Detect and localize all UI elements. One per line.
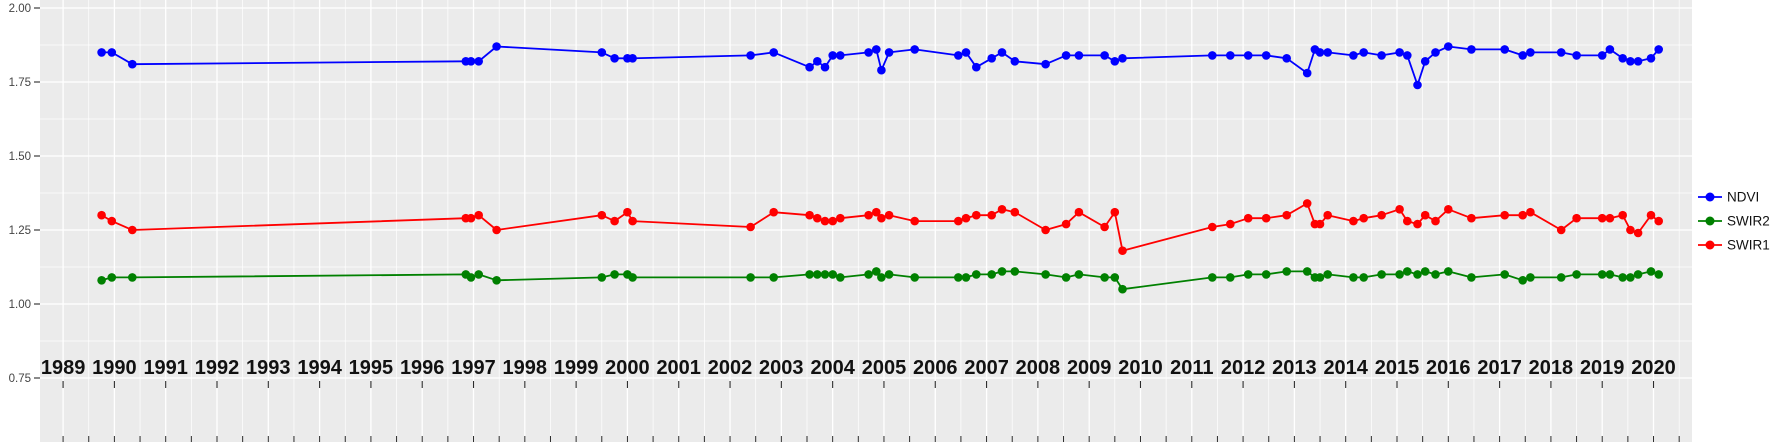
legend-label: SWIR2 xyxy=(1727,214,1770,229)
x-tick-label: 2016 xyxy=(1426,357,1471,379)
y-axis-labels: 2.00 1.75 1.50 1.25 1.00 0.75 xyxy=(9,3,31,385)
x-tick-label: 1993 xyxy=(246,357,291,379)
major-gridlines xyxy=(40,0,1692,442)
x-tick-label: 2004 xyxy=(810,357,855,379)
x-tick-label: 1989 xyxy=(41,357,86,379)
minor-gridlines xyxy=(40,0,1692,442)
legend-key-dot xyxy=(1705,240,1715,250)
series-points-ndvi xyxy=(97,42,1663,90)
legend-label: NDVI xyxy=(1727,190,1759,205)
y-tick-label: 1.00 xyxy=(9,299,31,311)
x-tick-label: 1994 xyxy=(297,357,342,379)
x-axis-ticks xyxy=(62,381,1655,388)
y-tick-label: 1.50 xyxy=(9,151,31,163)
x-tick-label: 1992 xyxy=(195,357,240,379)
x-tick-label: 2007 xyxy=(964,357,1009,379)
legend-item-ndvi: NDVI xyxy=(1698,190,1759,205)
x-tick-label: 2013 xyxy=(1272,357,1317,379)
x-tick-label: 1990 xyxy=(92,357,137,379)
x-tick-label: 2008 xyxy=(1016,357,1061,379)
x-tick-label: 2009 xyxy=(1067,357,1112,379)
x-tick-label: 2012 xyxy=(1221,357,1266,379)
y-tick-label: 2.00 xyxy=(9,3,31,15)
x-tick-label: 2010 xyxy=(1118,357,1163,379)
x-tick-label: 2017 xyxy=(1477,357,1522,379)
legend-key-dot xyxy=(1705,216,1715,226)
x-tick-label: 2015 xyxy=(1375,357,1420,379)
x-tick-label: 1995 xyxy=(349,357,394,379)
x-tick-label: 2014 xyxy=(1323,357,1368,379)
x-tick-label: 2002 xyxy=(708,357,753,379)
x-tick-label: 2006 xyxy=(913,357,958,379)
x-tick-label: 1991 xyxy=(143,357,188,379)
x-tick-label: 1998 xyxy=(503,357,548,379)
x-tick-label: 1999 xyxy=(554,357,599,379)
y-tick-label: 0.75 xyxy=(9,373,31,385)
legend-label: SWIR1 xyxy=(1727,238,1770,253)
x-tick-label: 2018 xyxy=(1529,357,1574,379)
y-tick-label: 1.75 xyxy=(9,77,31,89)
x-axis-labels: 1989 1990 1991 1992 1993 1994 1995 1996 1997 1998… xyxy=(41,357,1676,379)
legend: NDVI SWIR2 SWIR1 xyxy=(1698,190,1770,253)
x-tick-label: 2003 xyxy=(759,357,804,379)
x-tick-label: 2011 xyxy=(1170,357,1213,379)
x-tick-label: 2019 xyxy=(1580,357,1625,379)
x-tick-label: 2000 xyxy=(605,357,650,379)
x-axis-minor-ticks xyxy=(62,436,1680,442)
x-tick-label: 2020 xyxy=(1631,357,1676,379)
series-points-swir2 xyxy=(97,267,1663,294)
y-tick-label: 1.25 xyxy=(9,225,31,237)
x-tick-label: 1996 xyxy=(400,357,445,379)
x-tick-label: 2005 xyxy=(862,357,907,379)
y-axis-ticks xyxy=(34,7,40,379)
legend-item-swir2: SWIR2 xyxy=(1698,214,1770,229)
x-tick-label: 1997 xyxy=(451,357,496,379)
legend-key-dot xyxy=(1705,192,1715,202)
legend-item-swir1: SWIR1 xyxy=(1698,238,1770,253)
x-tick-label: 2001 xyxy=(656,357,701,379)
series-points-swir1 xyxy=(97,199,1663,255)
